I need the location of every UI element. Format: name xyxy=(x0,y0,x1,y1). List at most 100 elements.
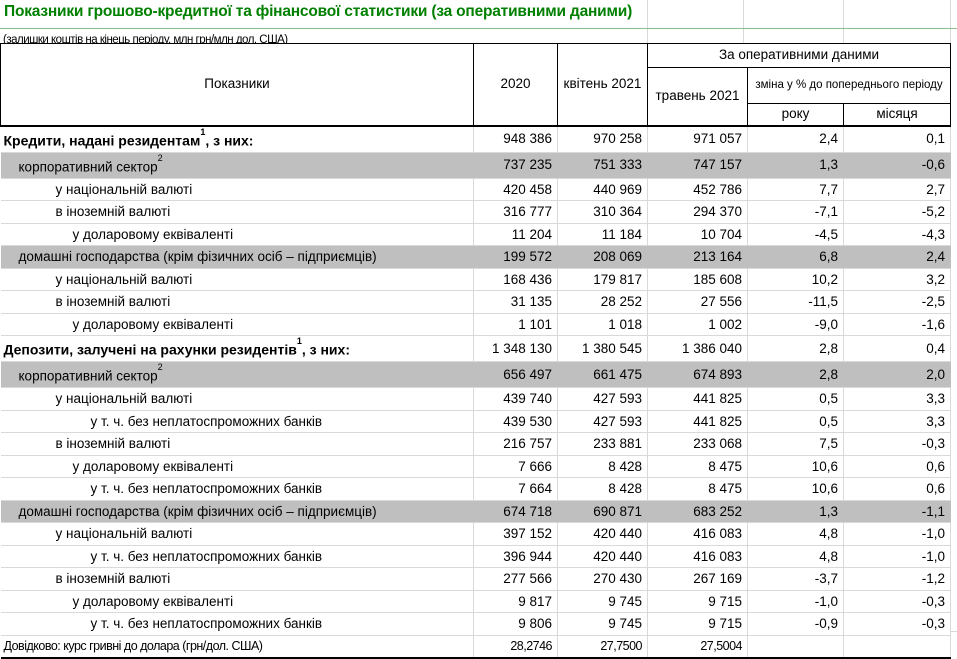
value-cell[interactable]: 27,5004 xyxy=(647,634,748,659)
value-cell[interactable]: 233 068 xyxy=(647,432,748,456)
value-cell[interactable]: -0,3 xyxy=(843,612,952,636)
value-cell[interactable]: 4,8 xyxy=(747,522,844,546)
value-cell[interactable]: -9,0 xyxy=(747,313,844,337)
value-cell[interactable]: 3,3 xyxy=(843,410,952,434)
row-label-cell[interactable]: у доларовому еквіваленті xyxy=(0,313,474,337)
row-label-cell[interactable]: у т. ч. без неплатоспроможних банків xyxy=(0,545,474,569)
value-cell[interactable]: 3,2 xyxy=(843,268,952,292)
col-header-month[interactable]: місяця xyxy=(842,103,952,127)
value-cell[interactable]: 294 370 xyxy=(647,200,748,224)
row-label-cell[interactable]: у національній валюті xyxy=(0,522,474,546)
value-cell[interactable]: 439 530 xyxy=(473,410,558,434)
value-cell[interactable]: -1,2 xyxy=(843,567,952,591)
value-cell[interactable]: 9 745 xyxy=(557,590,648,614)
value-cell[interactable]: 185 608 xyxy=(647,268,748,292)
value-cell[interactable]: 7,7 xyxy=(747,178,844,202)
value-cell[interactable]: -0,9 xyxy=(747,612,844,636)
row-label-cell[interactable]: в іноземній валюті xyxy=(0,290,474,314)
value-cell[interactable]: 0,6 xyxy=(843,477,952,501)
row-label-cell[interactable]: у доларовому еквіваленті xyxy=(0,590,474,614)
value-cell[interactable]: 10,6 xyxy=(747,455,844,479)
value-cell[interactable]: 8 475 xyxy=(647,477,748,501)
row-label-cell[interactable]: у національній валюті xyxy=(0,178,474,202)
value-cell[interactable]: 2,4 xyxy=(747,125,844,153)
value-cell[interactable]: 10,6 xyxy=(747,477,844,501)
value-cell[interactable]: -1,0 xyxy=(843,522,952,546)
value-cell[interactable]: 0,4 xyxy=(843,335,952,363)
value-cell[interactable]: -0,6 xyxy=(843,152,952,179)
value-cell[interactable]: 28 252 xyxy=(557,290,648,314)
value-cell[interactable]: 2,4 xyxy=(843,245,952,269)
row-label-cell[interactable]: у національній валюті xyxy=(0,268,474,292)
value-cell[interactable]: 2,7 xyxy=(843,178,952,202)
value-cell[interactable]: 420 458 xyxy=(473,178,558,202)
row-label-cell[interactable]: у т. ч. без неплатоспроможних банків xyxy=(0,612,474,636)
row-label-cell[interactable]: в іноземній валюті xyxy=(0,432,474,456)
value-cell[interactable]: -2,5 xyxy=(843,290,952,314)
value-cell[interactable]: -11,5 xyxy=(747,290,844,314)
value-cell[interactable]: 11 204 xyxy=(473,223,558,247)
value-cell[interactable]: 9 745 xyxy=(557,612,648,636)
row-label-cell[interactable]: домашні господарства (крім фізичних осіб… xyxy=(0,500,474,524)
value-cell[interactable]: 208 069 xyxy=(557,245,648,269)
value-cell[interactable]: 27,7500 xyxy=(557,634,648,659)
value-cell[interactable]: 396 944 xyxy=(473,545,558,569)
value-cell[interactable]: 452 786 xyxy=(647,178,748,202)
value-cell[interactable]: 31 135 xyxy=(473,290,558,314)
row-label-cell[interactable]: Депозити, залучені на рахунки резидентів… xyxy=(0,335,474,363)
value-cell[interactable]: 1,3 xyxy=(747,152,844,179)
value-cell[interactable]: -0,3 xyxy=(843,590,952,614)
value-cell[interactable]: 416 083 xyxy=(647,522,748,546)
value-cell[interactable]: 690 871 xyxy=(557,500,648,524)
value-cell[interactable]: 656 497 xyxy=(473,361,558,389)
value-cell[interactable]: 10,2 xyxy=(747,268,844,292)
value-cell[interactable]: 8 428 xyxy=(557,477,648,501)
value-cell[interactable]: 1 101 xyxy=(473,313,558,337)
value-cell[interactable]: 0,1 xyxy=(843,125,952,153)
row-label-cell[interactable]: в іноземній валюті xyxy=(0,200,474,224)
value-cell[interactable]: 2,8 xyxy=(747,361,844,389)
value-cell[interactable]: 1 386 040 xyxy=(647,335,748,363)
row-label-cell[interactable]: у т. ч. без неплатоспроможних банків xyxy=(0,477,474,501)
value-cell[interactable]: 674 893 xyxy=(647,361,748,389)
row-label-cell[interactable]: у доларовому еквіваленті xyxy=(0,455,474,479)
value-cell[interactable]: 441 825 xyxy=(647,387,748,411)
value-cell[interactable]: -4,5 xyxy=(747,223,844,247)
value-cell[interactable]: 277 566 xyxy=(473,567,558,591)
value-cell[interactable]: 7 664 xyxy=(473,477,558,501)
value-cell[interactable]: -1,0 xyxy=(747,590,844,614)
value-cell[interactable]: 10 704 xyxy=(647,223,748,247)
value-cell[interactable]: -3,7 xyxy=(747,567,844,591)
value-cell[interactable]: -1,1 xyxy=(843,500,952,524)
value-cell[interactable]: 971 057 xyxy=(647,125,748,153)
value-cell[interactable]: 674 718 xyxy=(473,500,558,524)
value-cell[interactable]: -7,1 xyxy=(747,200,844,224)
value-cell[interactable]: -1,6 xyxy=(843,313,952,337)
col-header-operational-data[interactable]: За оперативними даними xyxy=(646,43,952,68)
value-cell[interactable]: 233 881 xyxy=(557,432,648,456)
value-cell[interactable]: 28,2746 xyxy=(473,634,558,659)
value-cell[interactable]: 7 666 xyxy=(473,455,558,479)
value-cell[interactable]: 427 593 xyxy=(557,410,648,434)
value-cell[interactable]: 970 258 xyxy=(557,125,648,153)
value-cell[interactable]: 440 969 xyxy=(557,178,648,202)
row-label-cell[interactable]: у національній валюті xyxy=(0,387,474,411)
value-cell[interactable]: 2,0 xyxy=(843,361,952,389)
value-cell[interactable]: 1 348 130 xyxy=(473,335,558,363)
value-cell[interactable]: 179 817 xyxy=(557,268,648,292)
value-cell[interactable]: 1 380 545 xyxy=(557,335,648,363)
value-cell[interactable]: 11 184 xyxy=(557,223,648,247)
value-cell[interactable]: 427 593 xyxy=(557,387,648,411)
value-cell[interactable]: 751 333 xyxy=(557,152,648,179)
row-label-cell[interactable]: Довідково: курс гривні до долара (грн/до… xyxy=(0,634,474,659)
value-cell[interactable]: 1 018 xyxy=(557,313,648,337)
value-cell[interactable]: 9 817 xyxy=(473,590,558,614)
value-cell[interactable]: 270 430 xyxy=(557,567,648,591)
value-cell[interactable]: 420 440 xyxy=(557,522,648,546)
value-cell[interactable]: 6,8 xyxy=(747,245,844,269)
value-cell[interactable]: 213 164 xyxy=(647,245,748,269)
row-label-cell[interactable]: у доларовому еквіваленті xyxy=(0,223,474,247)
value-cell[interactable]: 0,5 xyxy=(747,387,844,411)
col-header-change-percent[interactable]: зміна у % до попереднього періоду xyxy=(746,67,952,104)
value-cell[interactable]: 0,5 xyxy=(747,410,844,434)
